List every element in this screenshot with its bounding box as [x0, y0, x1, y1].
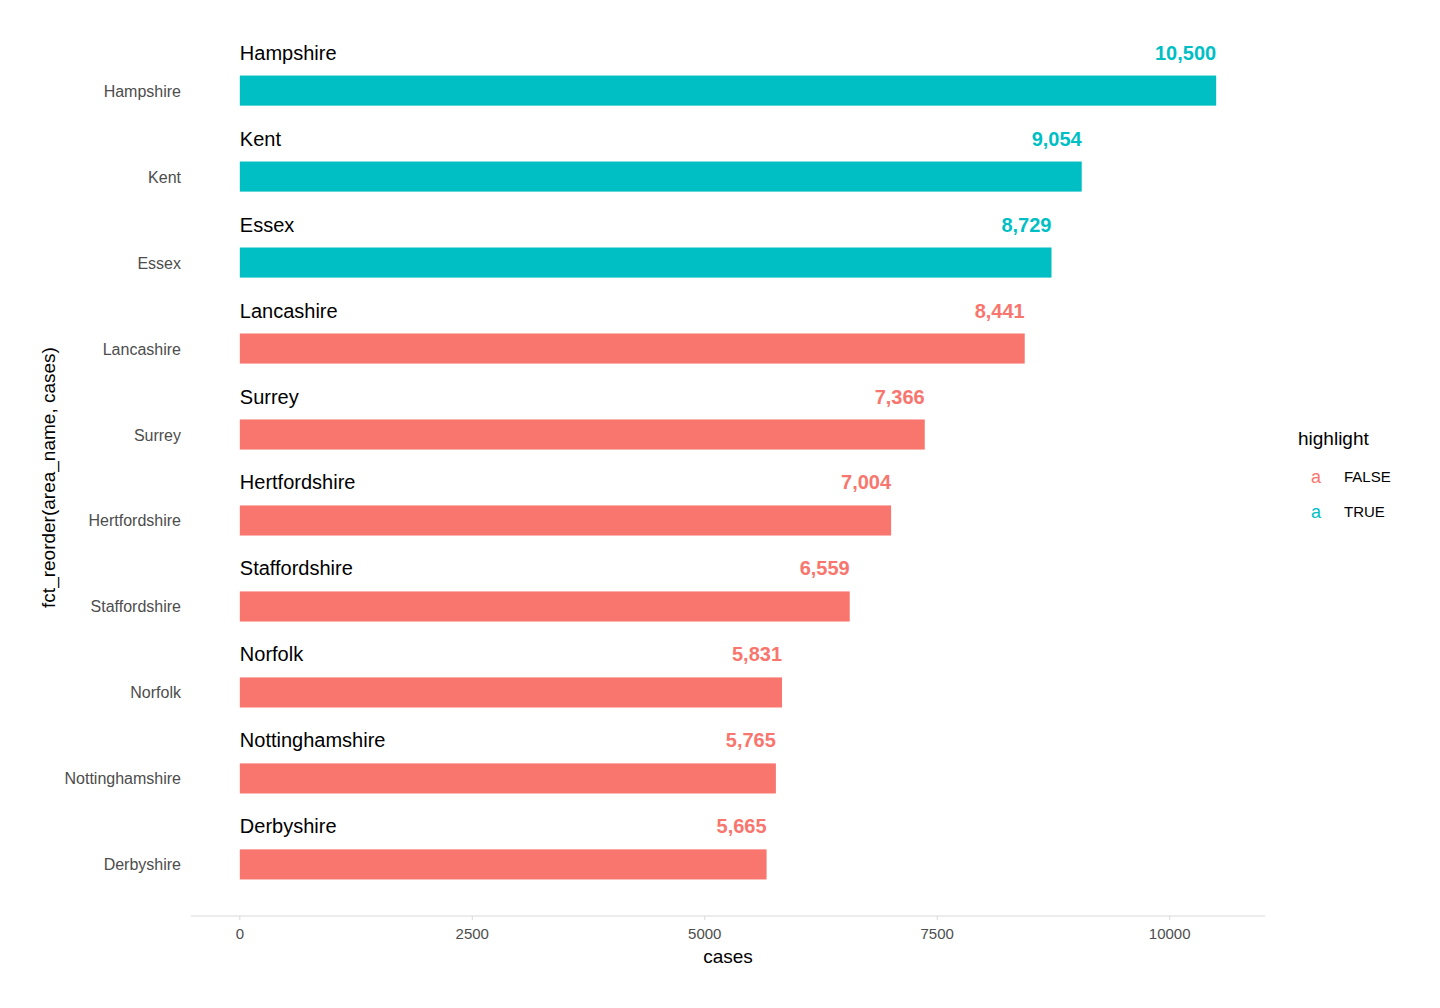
data-label: 6,559	[800, 557, 850, 579]
bar	[240, 248, 1052, 278]
x-tick-label: 5000	[688, 925, 721, 942]
y-tick-label: Kent	[148, 169, 181, 186]
bar-category-label: Hampshire	[240, 42, 337, 64]
y-tick-label: Hampshire	[104, 83, 181, 100]
y-tick-label: Derbyshire	[104, 856, 181, 873]
bar	[240, 849, 767, 879]
x-tick	[704, 916, 705, 920]
x-tick-label: 7500	[921, 925, 954, 942]
x-tick	[472, 916, 473, 920]
bar	[240, 591, 850, 621]
bars	[240, 76, 1216, 880]
bar	[240, 76, 1216, 106]
y-tick-label: Staffordshire	[91, 598, 182, 615]
data-label: 8,441	[975, 300, 1025, 322]
y-tick-label: Essex	[137, 255, 181, 272]
bar-category-label: Norfolk	[240, 643, 304, 665]
legend-label: TRUE	[1344, 503, 1385, 520]
data-label: 5,765	[726, 729, 776, 751]
bar-category-label: Surrey	[240, 386, 299, 408]
x-tick	[239, 916, 240, 920]
legend-key: a	[1311, 502, 1322, 522]
bar-category-label: Nottinghamshire	[240, 729, 386, 751]
bar	[240, 763, 776, 793]
x-tick-label: 10000	[1149, 925, 1191, 942]
y-tick-label: Nottinghamshire	[65, 770, 182, 787]
bar-category-label: Hertfordshire	[240, 471, 356, 493]
data-label: 5,831	[732, 643, 782, 665]
x-axis-title: cases	[703, 946, 753, 967]
legend-label: FALSE	[1344, 468, 1391, 485]
bar	[240, 677, 782, 707]
x-tick	[937, 916, 938, 920]
bar-category-label: Lancashire	[240, 300, 338, 322]
x-tick	[1169, 916, 1170, 920]
chart-svg: 0 2500 5000 7500 10000 cases fct_reorder(area_…	[0, 0, 1440, 1008]
bar	[240, 333, 1025, 363]
chart-container: 0 2500 5000 7500 10000 cases fct_reorder(area_…	[0, 0, 1440, 1008]
bar-category-label: Essex	[240, 214, 294, 236]
data-label: 5,665	[717, 815, 767, 837]
x-tick-label: 0	[236, 925, 244, 942]
x-axis-line	[191, 916, 1265, 917]
data-label: 10,500	[1155, 42, 1216, 64]
bar-category-label: Derbyshire	[240, 815, 337, 837]
bar-category-label: Staffordshire	[240, 557, 353, 579]
data-label: 7,366	[875, 386, 925, 408]
data-label: 8,729	[1001, 214, 1051, 236]
y-tick-label: Surrey	[134, 427, 181, 444]
legend-title: highlight	[1298, 428, 1369, 449]
legend-key: a	[1311, 467, 1322, 487]
bar	[240, 419, 925, 449]
data-label: 9,054	[1032, 128, 1083, 150]
x-tick-label: 2500	[456, 925, 489, 942]
y-tick-label: Lancashire	[103, 341, 181, 358]
y-tick-label: Norfolk	[130, 684, 182, 701]
bar	[240, 162, 1082, 192]
data-label: 7,004	[841, 471, 892, 493]
bar	[240, 505, 891, 535]
bar-category-label: Kent	[240, 128, 282, 150]
y-axis-title: fct_reorder(area_name, cases)	[38, 347, 60, 608]
y-tick-label: Hertfordshire	[89, 512, 182, 529]
legend: highlight a FALSE a TRUE	[1298, 428, 1391, 522]
